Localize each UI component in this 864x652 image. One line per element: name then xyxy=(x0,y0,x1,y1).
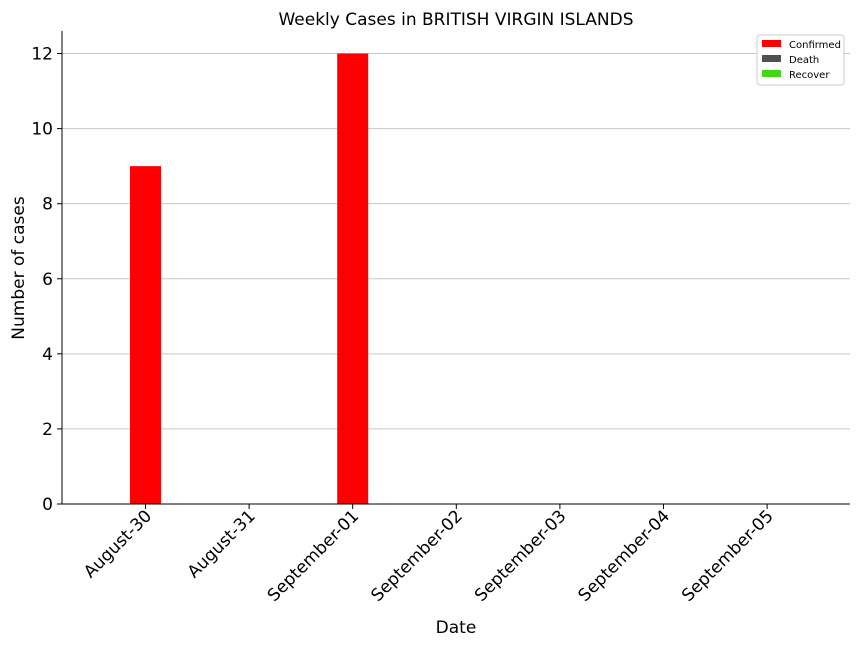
x-tick-labels: August-30 August-31 September-01 September-… xyxy=(80,504,778,606)
y-tick-label: 12 xyxy=(31,45,53,65)
legend-label-recover: Recover xyxy=(789,70,830,81)
y-tick-label: 4 xyxy=(42,345,53,365)
x-axis-title: Date xyxy=(436,618,477,638)
y-tick-label: 2 xyxy=(42,420,53,440)
y-tick-label: 6 xyxy=(42,270,53,290)
bar-confirmed xyxy=(337,53,369,505)
legend: Confirmed Death Recover xyxy=(756,34,845,86)
chart-title: Weekly Cases in BRITISH VIRGIN ISLANDS xyxy=(278,10,633,30)
legend-label-death: Death xyxy=(789,55,819,66)
axes xyxy=(61,31,850,505)
y-tick-label: 0 xyxy=(42,495,53,515)
x-tick-label: August-31 xyxy=(184,506,260,582)
x-tick-label: September-03 xyxy=(471,506,570,605)
x-tick-label: August-30 xyxy=(80,506,156,582)
x-tick-label: September-05 xyxy=(678,506,777,605)
bars xyxy=(130,53,369,505)
x-tick-label: September-04 xyxy=(575,506,674,605)
y-tick-labels: 0 2 4 6 8 10 12 xyxy=(31,45,62,515)
y-axis-title: Number of cases xyxy=(9,196,29,340)
gridlines xyxy=(62,53,850,430)
bar-confirmed xyxy=(130,166,161,504)
legend-swatch-confirmed xyxy=(762,40,781,47)
x-tick-label: September-02 xyxy=(367,506,466,605)
y-tick-label: 10 xyxy=(31,120,53,140)
legend-items: Confirmed Death Recover xyxy=(762,40,841,81)
legend-swatch-death xyxy=(762,55,781,62)
y-tick-label: 8 xyxy=(42,195,53,215)
legend-label-confirmed: Confirmed xyxy=(789,40,841,51)
legend-swatch-recover xyxy=(762,70,781,77)
x-tick-label: September-01 xyxy=(264,506,363,605)
